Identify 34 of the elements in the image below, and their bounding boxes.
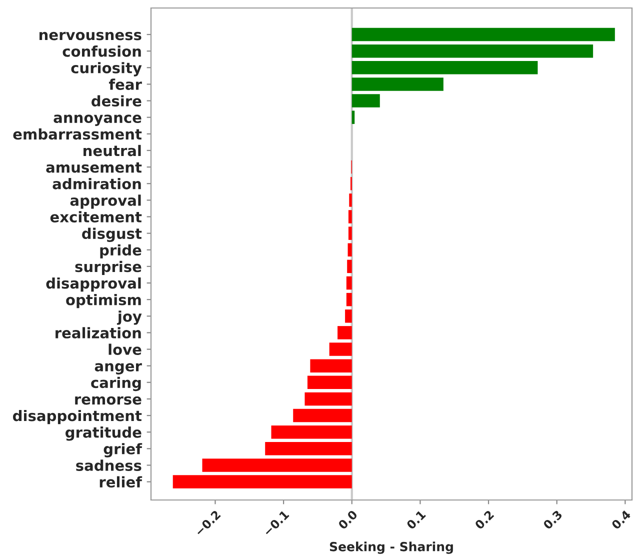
y-tick-label: optimism [66, 294, 141, 308]
y-tick-label: nervousness [40, 32, 142, 40]
y-tick-label: pride [100, 244, 142, 258]
y-tick-label: embarrassment [13, 128, 142, 140]
y-tick-label: surprise [75, 260, 142, 275]
y-tick-label: excitement [50, 211, 142, 222]
y-tick-label: disapproval [46, 277, 141, 292]
x-axis-title: Seeking - Sharing [330, 542, 453, 554]
y-tick-label: confusion [62, 46, 141, 57]
y-tick-label: love [108, 344, 142, 355]
y-tick-label: curiosity [71, 62, 142, 76]
x-tick-label: 0.4 [610, 510, 632, 530]
y-tick-label: anger [94, 363, 142, 374]
y-tick-label: neutral [84, 144, 141, 156]
y-tick-label: grief [104, 443, 142, 458]
y-tick-label: disgust [82, 228, 142, 242]
y-tick-label: caring [91, 376, 141, 392]
y-tick-label: remorse [75, 396, 142, 405]
x-tick-label: 0.3 [542, 510, 563, 530]
y-tick-label: joy [116, 310, 142, 325]
y-tick-label: realization [56, 327, 141, 338]
y-tick-label: admiration [52, 178, 141, 190]
y-tick-label: gratitude [66, 426, 142, 441]
y-tick-label: relief [100, 476, 142, 488]
y-tick-label: disappointment [12, 410, 142, 424]
y-tick-label: annoyance [54, 114, 142, 126]
y-tick-label: desire [92, 95, 142, 107]
x-tick-label: 0.2 [474, 510, 494, 530]
y-tick-label: fear [108, 78, 142, 90]
x-tick-label: 0.1 [406, 510, 426, 530]
y-tick-label: amusement [46, 162, 142, 173]
x-tick-label: 0.0 [338, 510, 358, 530]
y-tick-label: sadness [76, 460, 142, 471]
y-tick-label: approval [70, 194, 141, 209]
